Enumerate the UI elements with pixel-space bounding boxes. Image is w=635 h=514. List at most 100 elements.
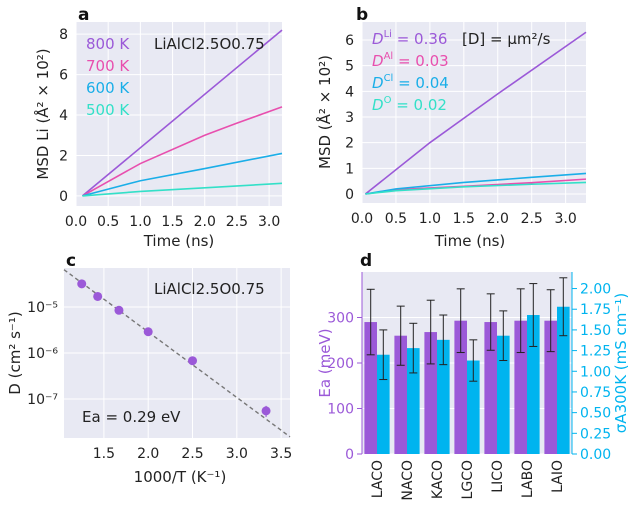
- category-label: LICO: [490, 460, 506, 493]
- category-label: LAIO: [550, 460, 566, 493]
- x-tick-label: 3.0: [555, 211, 577, 227]
- panel-c-ylabel: D (cm² s⁻¹): [6, 311, 24, 394]
- x-tick-label: 2.5: [181, 446, 203, 462]
- series-line-Li: [364, 31, 587, 195]
- x-tick-label: 0.5: [97, 214, 119, 230]
- left-tick-label: 0: [345, 447, 354, 463]
- x-tick-label: 0.5: [385, 211, 407, 227]
- legend-entry: DCl = 0.04: [372, 73, 449, 92]
- right-tick-label: 1.25: [580, 344, 611, 360]
- y-tick-label: 0: [59, 189, 68, 205]
- series-line-500-K: [82, 182, 283, 197]
- panel-c-fit: [63, 269, 291, 438]
- panel-d-categories: LACO NACO KACO LGCO LICO LABO LAIO: [370, 460, 566, 501]
- category-label: KACO: [430, 460, 446, 499]
- y-tick-label: 1: [345, 161, 354, 177]
- panel-d-label: d: [360, 251, 372, 271]
- y-tick-label: 10⁻⁷: [27, 392, 58, 408]
- legend-entry: DO = 0.02: [372, 95, 447, 114]
- left-tick-label: 300: [327, 311, 354, 327]
- bar-ea-LICO: [484, 322, 497, 454]
- right-tick-label: 0.00: [580, 447, 611, 463]
- data-point: [93, 291, 103, 301]
- panel-d-bars: [361, 272, 573, 454]
- panel-b-xlabel: Time (ns): [434, 232, 506, 250]
- right-tick-label: 1.50: [580, 323, 611, 339]
- panel-d: d 0 100 200 300 0.00 0.25 0.50 0.75 1.00 1.25 1.5…: [316, 251, 630, 501]
- category-label: LACO: [370, 460, 386, 498]
- legend-entry: 700 K: [86, 57, 130, 75]
- panel-b-label: b: [356, 5, 368, 25]
- x-tick-label: 1.0: [419, 211, 441, 227]
- panel-b-ylabel: MSD (Å² × 10²): [315, 55, 334, 169]
- panel-a-ylabel: MSD Li (Å² × 10²): [33, 48, 52, 179]
- right-tick-label: 0.75: [580, 385, 611, 401]
- data-point: [143, 327, 153, 337]
- legend-entry: DAl = 0.03: [372, 51, 449, 70]
- bar-sigma-KACO: [437, 339, 450, 454]
- legend-entry: DLi = 0.36: [372, 29, 447, 48]
- bar-sigma-NACO: [407, 348, 420, 454]
- panel-a-plot-area: [76, 22, 282, 206]
- panel-a-yticks: 0 2 4 6 8: [59, 27, 68, 205]
- panel-c-annotation: Ea = 0.29 eV: [82, 408, 181, 426]
- left-tick-label: 200: [327, 356, 354, 372]
- x-tick-label: 2.0: [194, 214, 216, 230]
- y-tick-label: 5: [345, 59, 354, 75]
- panel-c-points: [77, 279, 271, 417]
- panel-d-left-ticks: 0 100 200 300: [327, 311, 362, 463]
- panel-c: c 1.5 2.0 2.5 3.0 3.5 10⁻⁵ 10⁻⁶ 10⁻⁷ 1000/T (K…: [6, 251, 292, 486]
- x-tick-label: 1.5: [453, 211, 475, 227]
- series-line-600-K: [82, 152, 283, 197]
- bar-sigma-LICO: [497, 335, 510, 454]
- series-line-700-K: [82, 106, 283, 197]
- panel-b-grid: [361, 22, 586, 203]
- data-point: [261, 406, 271, 416]
- panel-a-xticks: 0.0 0.5 1.0 1.5 2.0 2.5 3.0: [65, 214, 280, 230]
- x-tick-label: 3.0: [226, 446, 248, 462]
- panel-c-material: LiAlCl2.5O0.75: [154, 280, 265, 298]
- x-tick-label: 1.5: [161, 214, 183, 230]
- bar-ea-LAIO: [544, 320, 557, 454]
- category-label: LABO: [520, 460, 536, 498]
- right-tick-label: 1.75: [580, 302, 611, 318]
- panel-b-units: [D] = μm²/s: [462, 30, 551, 48]
- series-line-O: [365, 181, 587, 195]
- y-tick-label: 2: [345, 136, 354, 152]
- right-tick-label: 1.00: [580, 364, 611, 380]
- data-point: [77, 279, 87, 289]
- left-tick-label: 100: [327, 402, 354, 418]
- x-tick-label: 2.0: [487, 211, 509, 227]
- panel-d-left-label: Ea (meV): [316, 328, 334, 397]
- series-line-Cl: [365, 172, 587, 195]
- y-tick-label: 6: [59, 68, 68, 84]
- y-tick-label: 0: [345, 187, 354, 203]
- y-tick-label: 10⁻⁶: [27, 346, 58, 362]
- data-point: [188, 356, 198, 366]
- panel-c-grid: [64, 268, 290, 438]
- x-tick-label: 2.0: [137, 446, 159, 462]
- data-point: [114, 305, 124, 315]
- panel-d-right-ticks: 0.00 0.25 0.50 0.75 1.00 1.25 1.50 1.75 2.00: [572, 282, 611, 463]
- x-tick-label: 2.5: [226, 214, 248, 230]
- x-tick-label: 3.0: [258, 214, 280, 230]
- x-tick-label: 3.5: [270, 446, 292, 462]
- x-tick-label: 1.5: [93, 446, 115, 462]
- y-tick-label: 2: [59, 148, 68, 164]
- y-tick-label: 6: [345, 33, 354, 49]
- x-tick-label: 0.0: [351, 211, 373, 227]
- bar-sigma-LGCO: [467, 360, 480, 454]
- bar-ea-LGCO: [454, 320, 467, 454]
- panel-b-legend: DLi = 0.36 DAl = 0.03 DCl = 0.04 DO = 0.02: [372, 29, 449, 114]
- right-tick-label: 2.00: [580, 282, 611, 298]
- category-label: LGCO: [460, 460, 476, 499]
- panel-a-xlabel: Time (ns): [143, 232, 215, 250]
- bar-sigma-LAIO: [557, 306, 570, 454]
- x-tick-label: 1.0: [129, 214, 151, 230]
- legend-entry: 800 K: [86, 35, 130, 53]
- right-tick-label: 0.50: [580, 406, 611, 422]
- category-label: NACO: [400, 460, 416, 501]
- panel-b-xticks: 0.0 0.5 1.0 1.5 2.0 2.5 3.0: [351, 211, 577, 227]
